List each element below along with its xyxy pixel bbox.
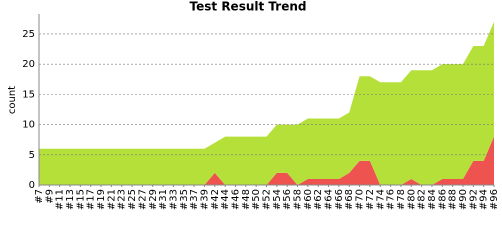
x-tick-label: #52 <box>262 189 273 210</box>
y-tick-label: 25 <box>22 29 35 40</box>
x-tick-label: #25 <box>127 189 138 210</box>
y-tick-label: 0 <box>29 180 35 191</box>
x-tick-label: #15 <box>75 189 86 210</box>
y-tick-label: 5 <box>29 150 35 161</box>
chart-title: Test Result Trend <box>190 0 307 14</box>
x-tick-label: #7 <box>34 189 45 204</box>
x-tick-label: #96 <box>489 189 500 210</box>
x-tick-label: #37 <box>189 189 200 210</box>
x-tick-label: #48 <box>241 189 252 210</box>
x-tick-label: #68 <box>344 189 355 210</box>
x-tick-label: #21 <box>106 189 117 210</box>
x-tick-label: #56 <box>282 189 293 210</box>
x-tick-label: #39 <box>199 189 210 210</box>
x-tick-label: #9 <box>44 189 55 204</box>
x-tick-label: #17 <box>86 189 97 210</box>
x-tick-label: #31 <box>158 189 169 210</box>
x-tick-label: #46 <box>230 189 241 210</box>
x-tick-label: #70 <box>355 189 366 210</box>
x-tick-label: #94 <box>479 189 490 210</box>
x-tick-label: #13 <box>65 189 76 210</box>
x-tick-label: #64 <box>324 189 335 210</box>
x-tick-label: #50 <box>251 189 262 210</box>
x-tick-label: #76 <box>386 189 397 210</box>
x-tick-label: #80 <box>406 189 417 210</box>
page: {"chart_data": {"type": "stacked-area", … <box>7 0 500 211</box>
x-tick-label: #88 <box>448 189 459 210</box>
x-tick-label: #29 <box>148 189 159 210</box>
x-tick-label: #33 <box>168 189 179 210</box>
x-tick-label: #82 <box>417 189 428 210</box>
y-axis-label: count <box>7 86 18 114</box>
x-tick-label: #54 <box>272 189 283 210</box>
x-tick-label: #35 <box>179 189 190 210</box>
x-tick-label: #62 <box>313 189 324 210</box>
y-tick-label: 20 <box>22 59 35 70</box>
x-tick-label: #27 <box>137 189 148 210</box>
x-tick-label: #58 <box>293 189 304 210</box>
x-tick-label: #11 <box>55 189 66 210</box>
x-tick-label: #19 <box>96 189 107 210</box>
x-tick-label: #44 <box>220 189 231 210</box>
x-tick-label: #74 <box>375 189 386 210</box>
area-passed <box>39 21 494 186</box>
x-tick-label: #84 <box>427 189 438 210</box>
x-tick-label: #60 <box>303 189 314 210</box>
x-tick-label: #92 <box>468 189 479 210</box>
x-tick-label: #78 <box>396 189 407 210</box>
y-tick-label: 10 <box>22 120 35 131</box>
x-tick-label: #90 <box>458 189 469 210</box>
x-tick-label: #86 <box>437 189 448 210</box>
x-tick-label: #66 <box>334 189 345 210</box>
x-tick-label: #23 <box>117 189 128 210</box>
x-tick-label: #42 <box>210 189 221 210</box>
area-failed <box>39 136 494 185</box>
x-tick-label: #72 <box>365 189 376 210</box>
y-tick-label: 15 <box>22 89 35 100</box>
